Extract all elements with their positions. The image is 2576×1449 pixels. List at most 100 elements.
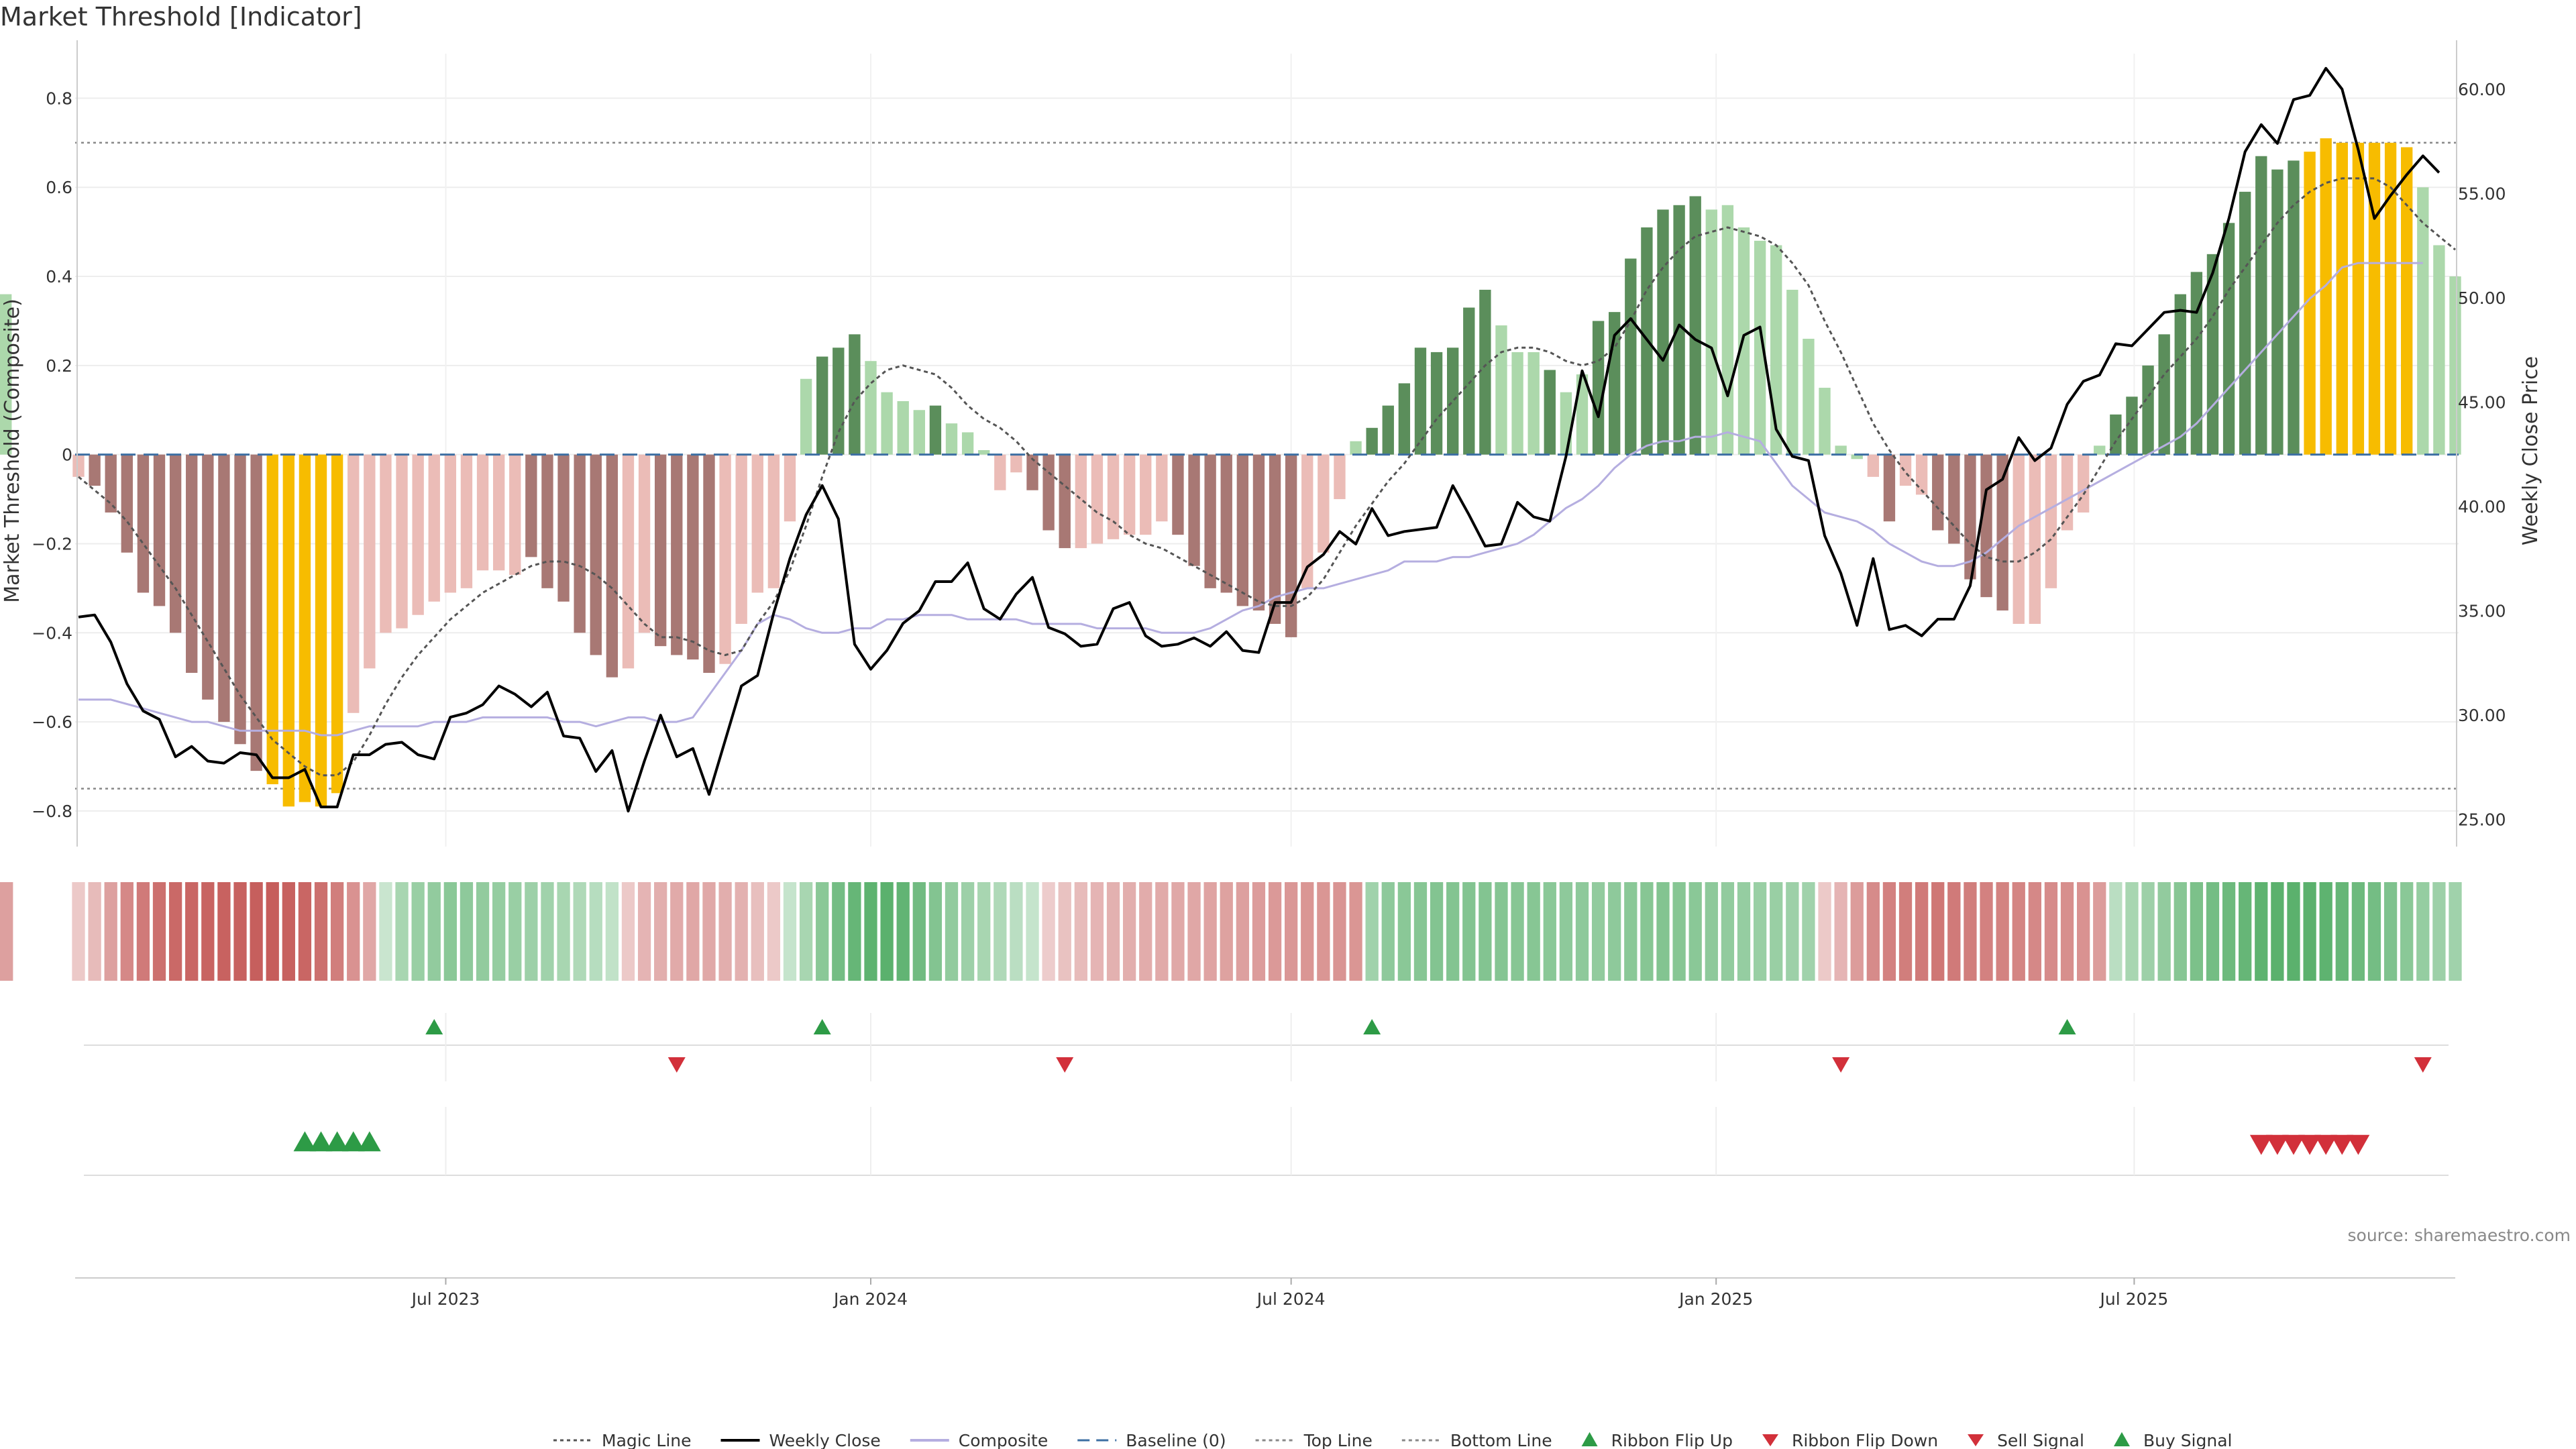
ribbon-cell	[2060, 882, 2074, 981]
ribbon-cell	[1640, 882, 1654, 981]
composite-bar	[1188, 454, 1200, 566]
composite-bar	[606, 454, 619, 678]
composite-bar	[1915, 454, 1928, 495]
composite-bar	[1883, 454, 1896, 522]
ribbon-cell	[1349, 882, 1362, 981]
ribbon-cell	[2271, 882, 2284, 981]
composite-bar	[1220, 454, 1232, 593]
signal-panels	[84, 1013, 2449, 1176]
composite-bar	[638, 454, 651, 633]
composite-bar	[961, 432, 974, 455]
sell-signal-marker	[2298, 1134, 2321, 1155]
composite-bar	[622, 454, 635, 669]
ribbon-cell	[266, 882, 279, 981]
composite-bar	[2288, 160, 2300, 455]
ribbon-cell	[816, 882, 829, 981]
ribbon-cell	[379, 882, 392, 981]
sell-signal-marker	[2265, 1134, 2289, 1155]
ribbon-cell	[1915, 882, 1929, 981]
right-tick-label: 55.00	[2458, 184, 2506, 203]
right-axis-label: Weekly Close Price	[2519, 356, 2542, 545]
x-tick-label: Jul 2023	[411, 1289, 480, 1309]
left-axis-label: Market Threshold (Composite)	[1, 299, 24, 603]
composite-bar	[2368, 142, 2381, 455]
ribbon-cell	[1042, 882, 1055, 981]
ribbon-flip-down-marker	[2414, 1057, 2432, 1073]
ribbon-cell	[1171, 882, 1185, 981]
ribbon-cell	[185, 882, 199, 981]
legend-label: Ribbon Flip Down	[1792, 1431, 1938, 1449]
ribbon-flip-down-marker	[667, 1057, 686, 1073]
composite-bar	[687, 454, 699, 660]
composite-bar	[833, 347, 845, 455]
ribbon-cell	[1511, 882, 1524, 981]
ribbon-cell	[1688, 882, 1702, 981]
composite-bar	[2271, 169, 2284, 455]
ribbon-cell	[363, 882, 376, 981]
composite-bar	[541, 454, 553, 588]
ribbon-cell	[2400, 882, 2414, 981]
ribbon-cell	[1268, 882, 1282, 981]
ribbon-cell	[832, 882, 845, 981]
ribbon-cell	[1446, 882, 1460, 981]
ribbon-cell	[1413, 882, 1428, 981]
composite-bar	[347, 454, 360, 713]
composite-bar	[557, 454, 570, 602]
ribbon-cell	[88, 882, 101, 981]
ribbon-cell	[1187, 882, 1201, 981]
composite-bar	[2142, 365, 2154, 455]
composite-bar	[1835, 445, 1847, 455]
composite-bar	[2384, 142, 2397, 455]
composite-bar	[1786, 289, 1799, 455]
composite-bar	[2336, 142, 2348, 455]
ribbon-cell	[848, 882, 861, 981]
composite-bar	[1721, 205, 1734, 455]
ribbon-flip-down-marker	[1832, 1057, 1850, 1073]
composite-bar	[1156, 454, 1168, 522]
composite-bar	[315, 454, 327, 807]
legend-label: Ribbon Flip Up	[1611, 1431, 1733, 1449]
axes: 0.8 0.6 0.4 0.2 0 −0.2 −0.4 −0.6 −0.8 60.00 55.00 5…	[1, 40, 2542, 847]
series-lines	[75, 66, 2459, 813]
composite-bar	[2012, 454, 2025, 624]
ribbon-cell	[1301, 882, 1314, 981]
composite-bar	[1770, 245, 1782, 455]
composite-bar	[1285, 454, 1297, 637]
legend-symbol	[2113, 1432, 2130, 1446]
ribbon-cell	[1236, 882, 1249, 981]
composite-bar	[2255, 156, 2267, 455]
ribbon-cell	[1252, 882, 1266, 981]
composite-bar	[1932, 454, 1944, 531]
composite-bar	[1042, 454, 1055, 531]
ribbon-cell	[201, 882, 215, 981]
ribbon-cell	[945, 882, 959, 981]
legend-label: Bottom Line	[1450, 1431, 1552, 1449]
composite-bar	[1446, 347, 1459, 455]
composite-bar	[881, 392, 893, 455]
ribbon-cell	[1947, 882, 1961, 981]
x-tick-label: Jul 2025	[2099, 1289, 2169, 1309]
composite-bar	[1980, 454, 1992, 598]
ribbon-cell	[1850, 882, 1864, 981]
ribbon-cell	[1802, 882, 1815, 981]
ribbon-cell	[1786, 882, 1799, 981]
ribbon-cell	[994, 882, 1007, 981]
composite-bar	[1382, 405, 1394, 455]
composite-bar	[1673, 205, 1685, 455]
composite-bar	[2401, 147, 2413, 455]
threshold-lines	[75, 142, 2459, 790]
right-tick-label: 45.00	[2458, 392, 2506, 412]
composite-bar	[1107, 454, 1120, 539]
composite-bar	[1334, 454, 1346, 500]
legend-label: Weekly Close	[769, 1431, 881, 1449]
right-tick-label: 40.00	[2458, 497, 2506, 517]
composite-bar	[654, 454, 667, 647]
composite-bar	[509, 454, 521, 575]
ribbon-cell	[2093, 882, 2106, 981]
composite-bar	[105, 454, 117, 513]
buy-signal-marker	[309, 1131, 333, 1152]
ribbon-cell	[2432, 882, 2446, 981]
composite-bar	[72, 454, 85, 477]
ribbon-cell	[282, 882, 295, 981]
composite-bar	[2304, 152, 2316, 455]
